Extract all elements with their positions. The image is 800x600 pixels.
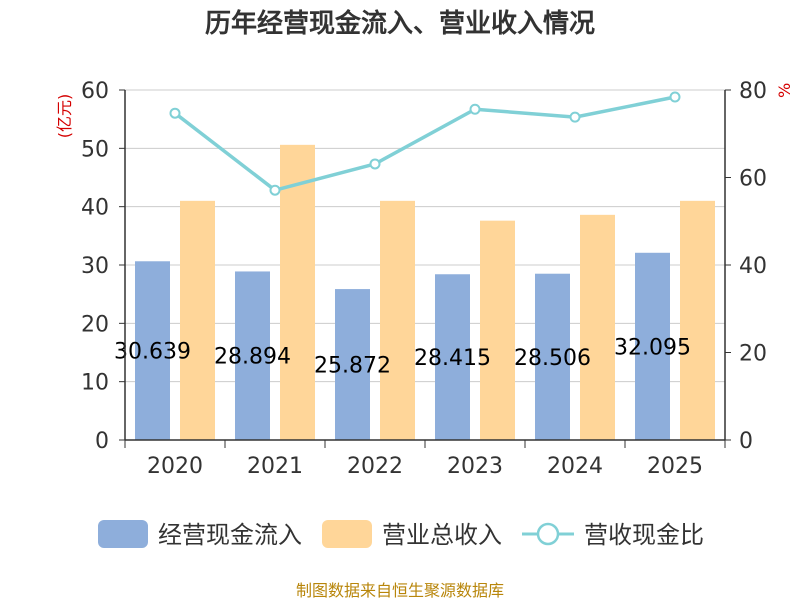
bar-value-label: 28.894 xyxy=(214,345,291,370)
x-axis-tick-label: 2021 xyxy=(247,454,303,479)
right-axis-tick-label: 80 xyxy=(739,79,767,104)
x-axis-tick-label: 2025 xyxy=(647,454,703,479)
x-axis-tick-label: 2022 xyxy=(347,454,403,479)
ratio-point xyxy=(369,158,381,170)
ratio-point xyxy=(569,111,581,123)
legend-ratio-swatch-dot xyxy=(536,522,560,546)
bar-cash-inflow xyxy=(535,273,570,440)
ratio-point xyxy=(269,184,281,196)
x-axis-tick-label: 2023 xyxy=(447,454,503,479)
legend-cash-inflow-swatch xyxy=(98,520,148,548)
left-axis-unit-label: (亿元) xyxy=(55,94,74,139)
right-axis-tick-label: 0 xyxy=(739,429,753,454)
bars xyxy=(135,144,715,441)
data-labels: 30.639 28.894 25.872 28.415 28.506 32.095 xyxy=(114,335,691,378)
ratio-point xyxy=(669,91,681,103)
bar-cash-inflow xyxy=(135,261,170,440)
bar-revenue xyxy=(580,214,615,440)
bar-cash-inflow xyxy=(335,289,370,440)
bar-cash-inflow xyxy=(435,274,470,440)
legend-ratio-label: 营收现金比 xyxy=(584,521,704,549)
bar-revenue xyxy=(180,200,215,440)
ratio-line xyxy=(169,91,681,196)
left-axis-tick-label: 10 xyxy=(81,371,109,396)
legend-revenue-swatch xyxy=(322,520,372,548)
chart-title: 历年经营现金流入、营业收入情况 xyxy=(205,8,595,39)
right-axis-tick-label: 20 xyxy=(739,342,767,367)
legend-revenue-label: 营业总收入 xyxy=(382,521,502,549)
right-axis-tick-label: 40 xyxy=(739,254,767,279)
ratio-point xyxy=(169,107,181,119)
bar-revenue xyxy=(280,144,315,441)
bar-cash-inflow xyxy=(235,271,270,440)
gridlines xyxy=(125,89,725,383)
left-axis-tick-label: 30 xyxy=(81,254,109,279)
ratio-line-path xyxy=(173,95,676,192)
axes: 0 10 20 30 40 50 60 0 20 40 60 80 2020 2021 2022 2023 20… xyxy=(81,79,767,479)
bar-value-label: 28.415 xyxy=(414,346,491,371)
legend: 经营现金流入 营业总收入 营收现金比 xyxy=(98,520,704,549)
bar-value-label: 30.639 xyxy=(114,340,191,365)
bar-value-label: 25.872 xyxy=(314,354,391,379)
left-axis-tick-label: 20 xyxy=(81,312,109,337)
bar-revenue xyxy=(380,200,415,440)
ratio-point xyxy=(469,103,481,115)
bar-revenue xyxy=(480,220,515,440)
left-axis-tick-label: 50 xyxy=(81,137,109,162)
source-note: 制图数据来自恒生聚源数据库 xyxy=(296,581,504,600)
x-axis-tick-label: 2020 xyxy=(147,454,203,479)
x-axis-tick-label: 2024 xyxy=(547,454,603,479)
legend-cash-inflow-label: 经营现金流入 xyxy=(158,521,302,549)
right-axis-unit-label: % xyxy=(775,83,794,98)
right-axis-tick-label: 60 xyxy=(739,167,767,192)
bar-cash-inflow xyxy=(635,252,670,440)
left-axis-tick-label: 0 xyxy=(95,429,109,454)
left-axis-tick-label: 40 xyxy=(81,196,109,221)
left-axis-tick-label: 60 xyxy=(81,79,109,104)
bar-value-label: 28.506 xyxy=(514,346,591,371)
bar-revenue xyxy=(680,200,715,440)
bar-value-label: 32.095 xyxy=(614,335,691,360)
